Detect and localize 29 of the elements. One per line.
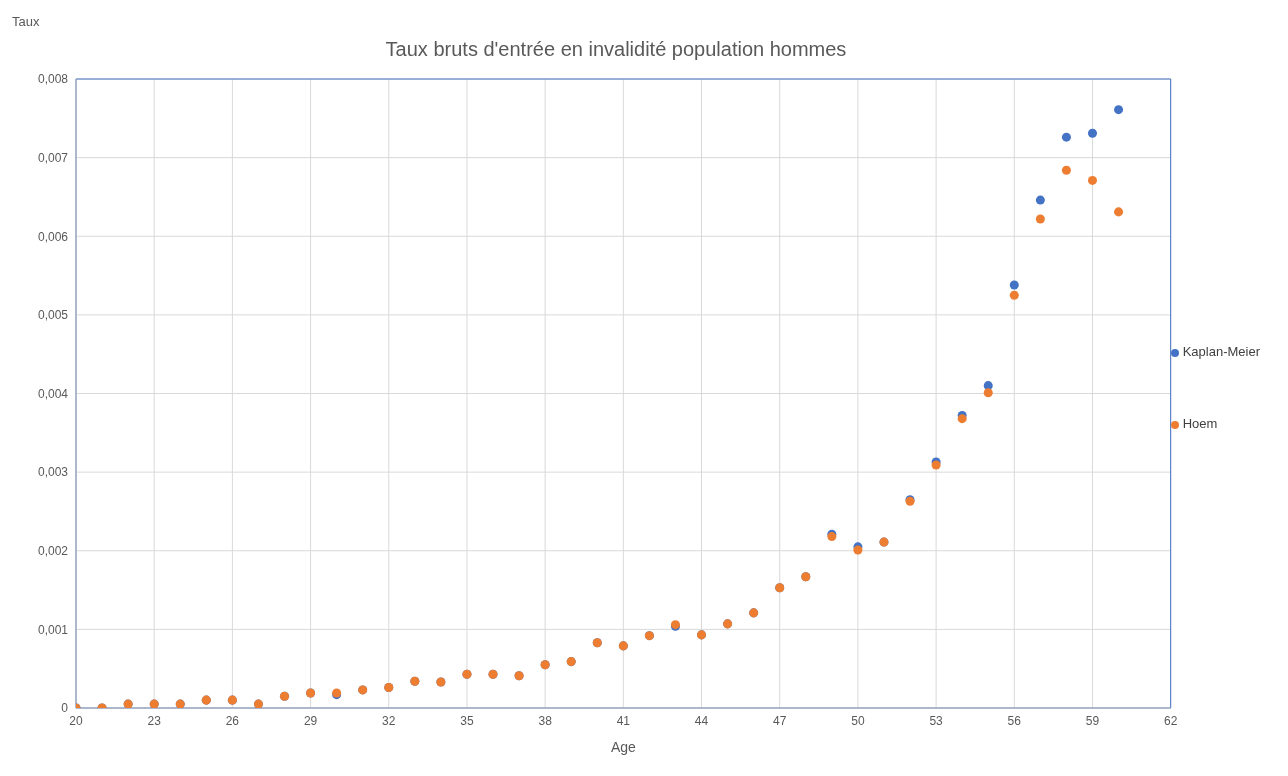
y-tick-label: 0 <box>61 701 69 716</box>
x-tick-label: 35 <box>460 713 474 728</box>
y-tick-label: 0,003 <box>37 465 69 480</box>
x-tick-label: 38 <box>538 713 553 728</box>
x-tick-label: 56 <box>1007 713 1022 728</box>
x-tick-label: 53 <box>929 713 944 728</box>
x-tick-label: 20 <box>69 713 83 728</box>
y-tick-label: 0,005 <box>37 308 69 323</box>
x-tick-label: 41 <box>616 713 631 728</box>
y-axis-title: Taux <box>12 14 40 29</box>
chart-title: Taux bruts d'entrée en invalidité population hommes <box>384 38 848 61</box>
legend-label: Hoem <box>1182 416 1218 431</box>
x-tick-label: 47 <box>773 713 787 728</box>
y-tick-label: 0,008 <box>37 72 69 87</box>
x-tick-label: 23 <box>147 713 162 728</box>
x-tick-label: 50 <box>851 713 865 728</box>
x-tick-label: 29 <box>303 713 318 728</box>
x-tick-label: 26 <box>225 713 240 728</box>
x-tick-label: 44 <box>694 713 709 728</box>
y-tick-label: 0,007 <box>37 150 69 165</box>
x-tick-label: 62 <box>1163 713 1178 728</box>
y-tick-label: 0,001 <box>37 622 69 637</box>
x-tick-label: 32 <box>382 713 396 728</box>
x-tick-label: 59 <box>1085 713 1100 728</box>
y-tick-label: 0,004 <box>37 386 69 401</box>
x-axis-title: Age <box>610 739 636 755</box>
y-tick-label: 0,006 <box>37 229 69 244</box>
legend-label: Kaplan-Meier <box>1182 344 1260 359</box>
y-tick-label: 0,002 <box>37 544 69 559</box>
